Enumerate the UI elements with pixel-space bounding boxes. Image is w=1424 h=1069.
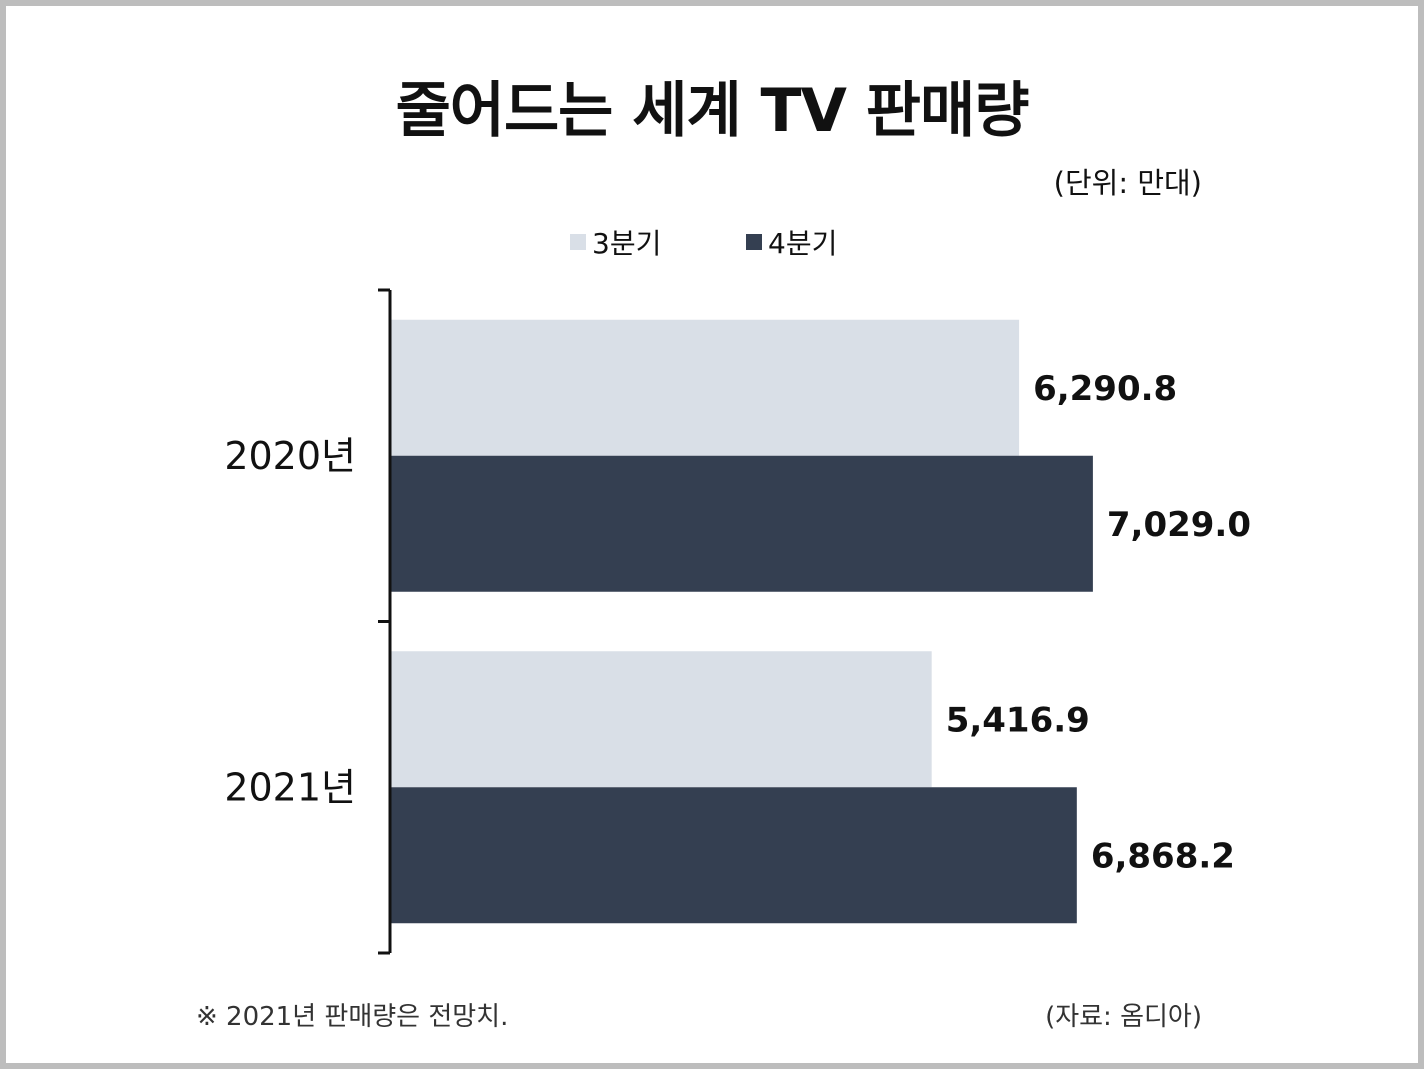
data-label-q4-1: 6,868.2 bbox=[1091, 836, 1235, 876]
legend-item-q3: 3분기 bbox=[570, 222, 661, 262]
data-label-q3-0: 6,290.8 bbox=[1033, 369, 1177, 409]
legend: 3분기 4분기 bbox=[0, 222, 1424, 262]
category-label-0: 2020년 bbox=[224, 434, 356, 478]
data-label-q4-0: 7,029.0 bbox=[1107, 505, 1251, 545]
legend-label-q3: 3분기 bbox=[592, 227, 662, 260]
bar-q3-1 bbox=[390, 651, 932, 788]
unit-label: (단위: 만대) bbox=[1053, 166, 1202, 200]
bar-q4-0 bbox=[390, 455, 1093, 592]
data-label-q3-1: 5,416.9 bbox=[946, 700, 1090, 740]
source-note: (자료: 옴디아) bbox=[1045, 1002, 1202, 1032]
bar-q3-0 bbox=[390, 319, 1020, 456]
category-label-1: 2021년 bbox=[224, 765, 356, 809]
bar-q4-1 bbox=[390, 787, 1077, 924]
legend-swatch-q4 bbox=[746, 234, 762, 250]
footnote: ※ 2021년 판매량은 전망치. bbox=[196, 1002, 509, 1032]
legend-label-q4: 4분기 bbox=[768, 227, 838, 260]
legend-item-q4: 4분기 bbox=[746, 222, 837, 262]
chart-title: 줄어드는 세계 TV 판매량 bbox=[395, 76, 1030, 146]
legend-swatch-q3 bbox=[570, 234, 586, 250]
